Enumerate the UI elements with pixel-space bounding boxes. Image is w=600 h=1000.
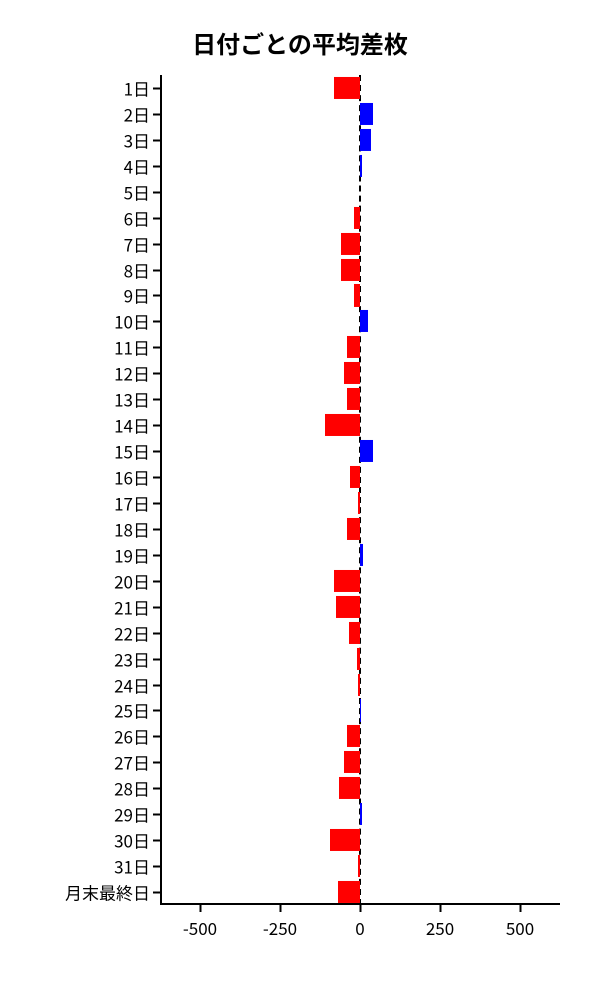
y-tick-label: 8日 <box>124 257 160 282</box>
y-tick-label: 22日 <box>114 620 160 645</box>
y-tick-label: 30日 <box>114 828 160 853</box>
y-tick-label: 14日 <box>114 413 160 438</box>
bar <box>347 336 360 358</box>
y-tick-label: 3日 <box>124 127 160 152</box>
chart-container: 日付ごとの平均差枚 1日2日3日4日5日6日7日8日9日10日11日12日13日… <box>0 0 600 1000</box>
bar <box>360 103 373 125</box>
y-tick-label: 27日 <box>114 750 160 775</box>
bar <box>358 674 360 696</box>
bar <box>354 284 360 306</box>
y-tick-label: 月末最終日 <box>65 880 160 905</box>
bar <box>325 414 360 436</box>
y-tick-label: 21日 <box>114 594 160 619</box>
x-tick-label: -500 <box>183 905 217 940</box>
x-tick-label: 500 <box>506 905 534 940</box>
bar <box>360 544 363 566</box>
y-tick-label: 19日 <box>114 542 160 567</box>
y-tick-label: 9日 <box>124 283 160 308</box>
y-tick-label: 5日 <box>124 179 160 204</box>
y-tick-label: 11日 <box>114 335 160 360</box>
bar <box>347 518 360 540</box>
y-tick-label: 10日 <box>114 309 160 334</box>
y-tick-label: 7日 <box>124 231 160 256</box>
bar <box>350 466 360 488</box>
bar <box>360 699 361 721</box>
bar <box>341 233 360 255</box>
y-tick-label: 18日 <box>114 516 160 541</box>
y-tick-label: 25日 <box>114 698 160 723</box>
bar <box>336 596 360 618</box>
bar <box>339 777 360 799</box>
bar <box>334 570 360 592</box>
y-tick-label: 31日 <box>114 854 160 879</box>
bar <box>344 751 360 773</box>
bar <box>358 855 360 877</box>
y-tick-label: 12日 <box>114 361 160 386</box>
y-tick-label: 1日 <box>124 75 160 100</box>
bar <box>360 310 368 332</box>
bar <box>338 881 360 903</box>
bar <box>341 259 360 281</box>
bar <box>358 492 360 514</box>
y-tick-label: 2日 <box>124 101 160 126</box>
y-tick-label: 29日 <box>114 802 160 827</box>
y-tick-label: 16日 <box>114 465 160 490</box>
y-tick-label: 20日 <box>114 568 160 593</box>
x-tick-label: 0 <box>355 905 364 940</box>
bar <box>360 155 362 177</box>
x-tick-label: -250 <box>263 905 297 940</box>
y-tick-label: 28日 <box>114 776 160 801</box>
y-axis-spine <box>160 75 162 905</box>
y-tick-label: 13日 <box>114 387 160 412</box>
bar <box>330 829 360 851</box>
bar <box>357 648 360 670</box>
bar <box>347 388 360 410</box>
bar <box>334 77 360 99</box>
bar <box>347 725 360 747</box>
y-tick-label: 26日 <box>114 724 160 749</box>
x-tick-label: 250 <box>426 905 454 940</box>
chart-title: 日付ごとの平均差枚 <box>0 25 600 60</box>
bar <box>354 207 360 229</box>
bar <box>344 362 360 384</box>
bar <box>360 803 362 825</box>
bar <box>360 440 373 462</box>
y-tick-label: 4日 <box>124 153 160 178</box>
plot-area: 1日2日3日4日5日6日7日8日9日10日11日12日13日14日15日16日1… <box>160 75 560 905</box>
y-tick-label: 17日 <box>114 490 160 515</box>
y-tick-label: 23日 <box>114 646 160 671</box>
bar <box>360 129 371 151</box>
y-tick-label: 6日 <box>124 205 160 230</box>
bar <box>349 622 360 644</box>
y-tick-label: 15日 <box>114 439 160 464</box>
y-tick-label: 24日 <box>114 672 160 697</box>
